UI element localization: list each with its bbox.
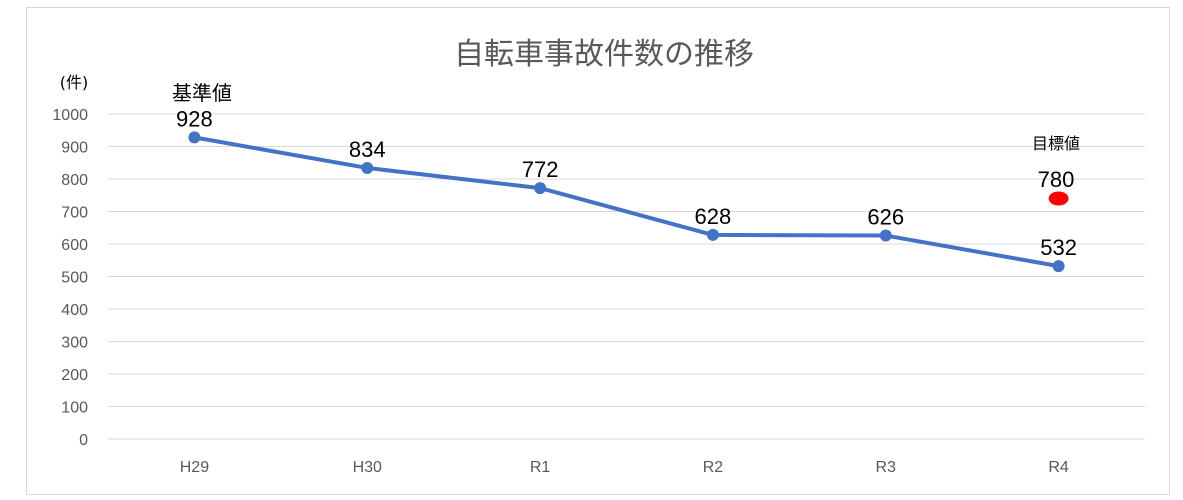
data-label: 628 [695, 204, 732, 229]
y-tick-label: 800 [61, 172, 88, 189]
y-tick-label: 1000 [52, 107, 88, 124]
baseline-annotation: 基準値 [172, 81, 232, 105]
series-layer [188, 131, 1065, 273]
y-tick-label: 500 [61, 270, 88, 287]
x-tick-label: R3 [876, 459, 897, 476]
y-tick-label: 900 [61, 140, 88, 157]
data-point [361, 161, 374, 174]
x-tick-label: R2 [703, 459, 724, 476]
data-point [534, 182, 547, 195]
data-labels: 928 834 772 628 626 532 [176, 106, 1077, 260]
gridlines [108, 113, 1145, 440]
x-axis-ticks: H29 H30 R1 R2 R3 R4 [180, 459, 1069, 476]
target-annotation: 目標値 [1032, 134, 1080, 153]
y-tick-label: 400 [61, 302, 88, 319]
x-tick-label: R4 [1048, 459, 1069, 476]
x-tick-label: H29 [180, 459, 209, 476]
y-tick-label: 300 [61, 335, 88, 352]
y-tick-label: 200 [61, 367, 88, 384]
y-axis-ticks: 0 100 200 300 400 500 600 700 800 900 1000 [52, 107, 88, 449]
data-label: 928 [176, 106, 213, 131]
chart-title: 自転車事故件数の推移 [454, 37, 754, 72]
data-label: 626 [867, 205, 904, 230]
data-label: 834 [349, 137, 386, 162]
y-tick-label: 700 [61, 205, 88, 222]
target-value-label: 780 [1038, 167, 1075, 192]
x-tick-label: R1 [530, 459, 551, 476]
y-tick-label: 100 [61, 400, 88, 417]
data-point [879, 229, 892, 242]
data-point [1052, 260, 1065, 273]
series-line [194, 135, 1059, 269]
y-tick-label: 0 [79, 432, 88, 449]
x-tick-label: H30 [353, 459, 382, 476]
y-axis-unit-label: (件) [60, 73, 89, 92]
data-point [188, 131, 201, 144]
data-point [706, 228, 719, 241]
target-marker [1048, 191, 1069, 206]
y-tick-label: 600 [61, 237, 88, 254]
data-label: 772 [522, 157, 559, 182]
data-label: 532 [1040, 235, 1077, 260]
